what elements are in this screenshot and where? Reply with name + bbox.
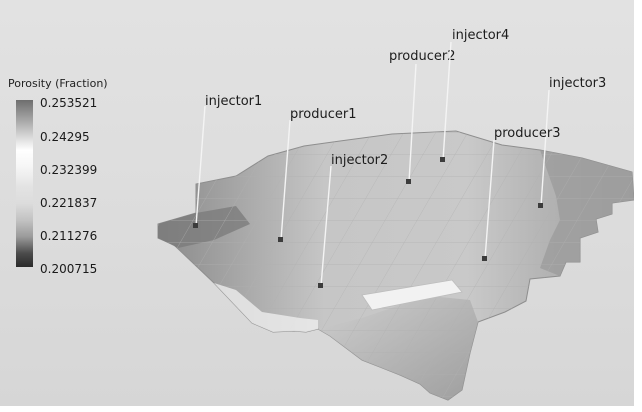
well-label-producer1: producer1	[290, 107, 357, 122]
well-label-injector3: injector3	[549, 76, 606, 91]
well-line	[540, 89, 550, 207]
legend-color-bar	[16, 100, 33, 267]
legend-title: Porosity (Fraction)	[8, 77, 108, 90]
well-label-injector1: injector1	[205, 94, 262, 109]
well-marker[interactable]	[482, 256, 487, 261]
well-marker[interactable]	[193, 223, 198, 228]
grid-void	[361, 279, 463, 311]
legend-tick-label: 0.24295	[40, 130, 90, 144]
well-marker[interactable]	[278, 237, 283, 242]
grid-front-face	[214, 283, 318, 332]
legend-tick-label: 0.221837	[40, 196, 98, 210]
frame-border	[634, 0, 642, 412]
well-trajectories[interactable]: injector1 producer1 injector2 producer2 …	[193, 28, 606, 288]
well-marker[interactable]	[440, 157, 445, 162]
well-line	[195, 105, 206, 227]
legend-tick-label: 0.232399	[40, 163, 98, 177]
well-label-injector2: injector2	[331, 153, 388, 168]
grid-cell-lines	[158, 131, 634, 400]
well-label-producer2: producer2	[389, 49, 456, 64]
well-line	[442, 41, 452, 161]
reservoir-grid[interactable]	[157, 130, 635, 401]
well-label-producer3: producer3	[494, 126, 561, 141]
well-line	[484, 139, 495, 260]
legend-tick-label: 0.200715	[40, 262, 98, 276]
legend-tick-label: 0.253521	[40, 96, 98, 110]
well-line	[408, 63, 417, 183]
well-line	[320, 165, 332, 287]
frame-border	[0, 406, 642, 412]
well-marker[interactable]	[318, 283, 323, 288]
legend-tick-label: 0.211276	[40, 229, 98, 243]
well-marker[interactable]	[538, 203, 543, 208]
well-line	[280, 119, 291, 241]
well-label-injector4: injector4	[452, 28, 509, 43]
well-marker[interactable]	[406, 179, 411, 184]
